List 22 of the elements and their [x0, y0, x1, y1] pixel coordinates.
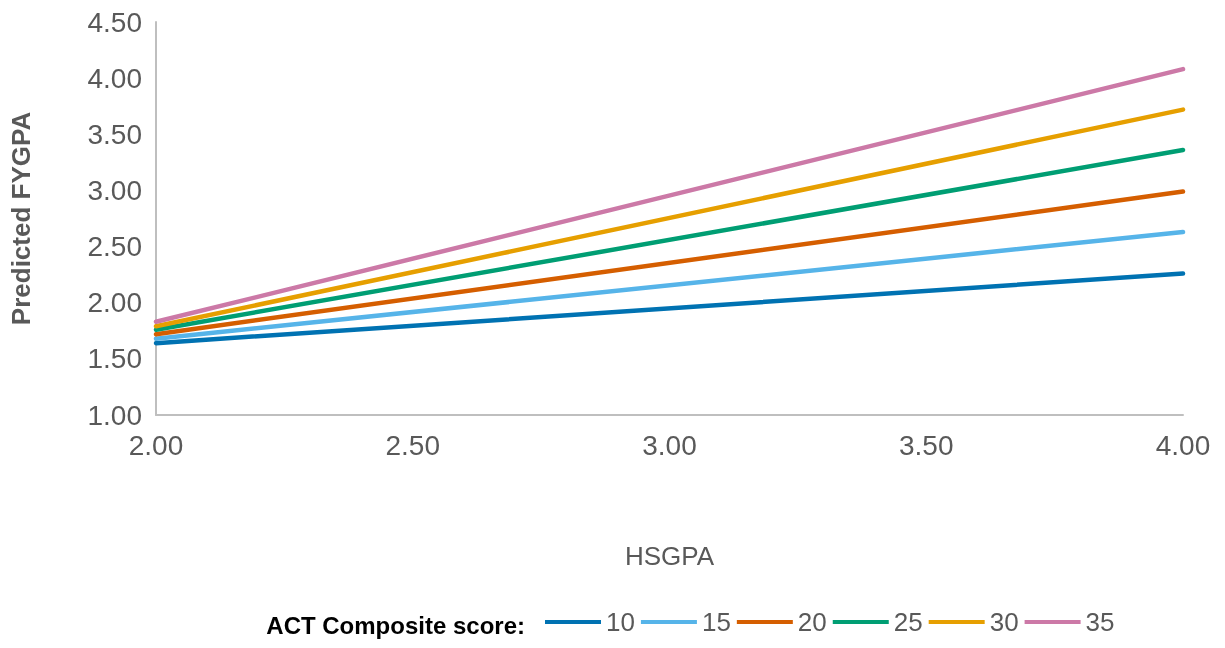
x-tick-label: 3.50 — [899, 429, 954, 461]
y-tick-label: 3.00 — [87, 174, 142, 206]
legend-label: 10 — [606, 607, 635, 637]
y-tick-label: 2.00 — [87, 287, 142, 319]
x-tick-label: 3.00 — [642, 429, 697, 461]
y-tick-label: 4.50 — [87, 6, 142, 38]
x-tick-label: 2.00 — [128, 429, 184, 461]
x-tick-label: 2.50 — [385, 429, 440, 461]
legend-title: ACT Composite score: — [266, 611, 525, 639]
y-axis-title: Predicted FYGPA — [6, 111, 36, 326]
y-tick-label: 2.50 — [87, 231, 142, 263]
x-axis-title: HSGPA — [624, 541, 715, 571]
legend-label: 15 — [701, 607, 731, 637]
legend-label: 25 — [893, 607, 923, 637]
legend-label: 20 — [797, 607, 827, 637]
y-tick-label: 1.50 — [87, 343, 142, 375]
legend-label: 30 — [989, 607, 1019, 637]
y-tick-label: 4.00 — [87, 62, 142, 94]
x-tick-label: 4.00 — [1155, 429, 1211, 461]
legend-label: 35 — [1085, 607, 1115, 637]
y-tick-label: 3.50 — [87, 118, 142, 150]
y-tick-label: 1.00 — [87, 399, 142, 431]
